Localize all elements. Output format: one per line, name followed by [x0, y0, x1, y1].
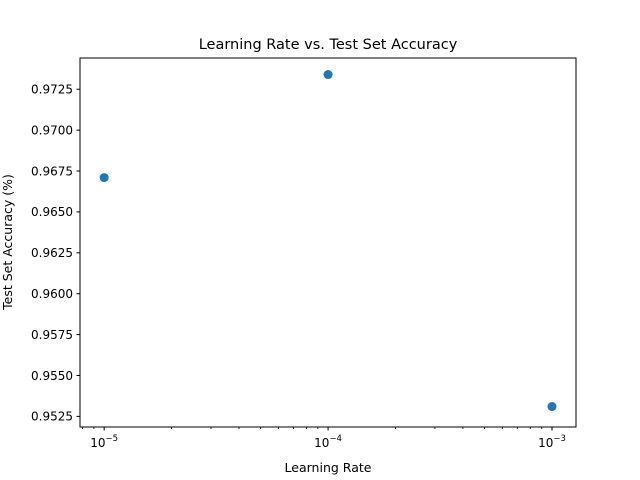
x-tick-label-exponent: −5 — [106, 434, 119, 444]
y-tick-label: 0.9625 — [31, 246, 73, 260]
x-axis-ticks: 10−5 10−4 10−3 — [82, 427, 566, 450]
chart-title: Learning Rate vs. Test Set Accuracy — [199, 37, 458, 53]
y-tick-label: 0.9600 — [31, 287, 73, 301]
x-tick-label-exponent: −4 — [329, 434, 342, 444]
y-tick-label: 0.9675 — [31, 164, 73, 178]
y-tick-label: 0.9575 — [31, 328, 73, 342]
scatter-point — [547, 402, 557, 412]
y-tick-label: 0.9650 — [31, 205, 73, 219]
y-tick-label: 0.9550 — [31, 369, 73, 383]
y-tick-label: 0.9700 — [31, 123, 73, 137]
y-axis-ticks: 0.9525 0.9550 0.9575 0.9600 0.9625 0.9650 0.96… — [31, 83, 80, 424]
x-axis-label: Learning Rate — [285, 460, 372, 475]
scatter-point — [323, 70, 333, 80]
y-tick-label: 0.9525 — [31, 410, 73, 424]
y-axis-label: Test Set Accuracy (%) — [0, 174, 15, 311]
data-points — [99, 70, 557, 412]
x-tick-label-base: 10 — [538, 436, 553, 450]
x-tick-label: 10−4 — [314, 434, 342, 450]
x-tick-label-base: 10 — [314, 436, 329, 450]
y-tick-label: 0.9725 — [31, 83, 73, 97]
x-tick-label: 10−5 — [90, 434, 118, 450]
x-tick-label-exponent: −3 — [553, 434, 566, 444]
plot-frame — [79, 57, 577, 428]
x-tick-label-base: 10 — [90, 436, 105, 450]
x-tick-label: 10−3 — [538, 434, 566, 450]
scatter-point — [99, 173, 109, 183]
